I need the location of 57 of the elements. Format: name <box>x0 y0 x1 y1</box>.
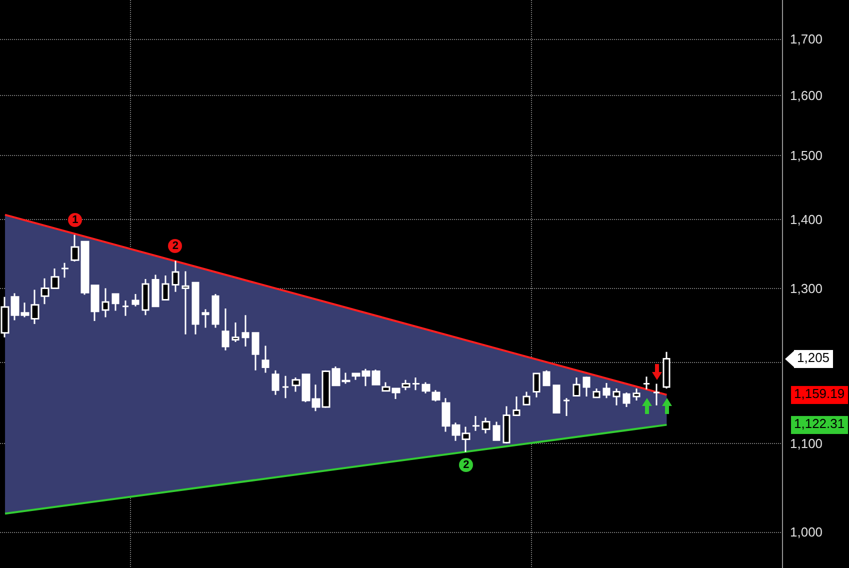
candlestick <box>522 390 530 406</box>
candlestick <box>612 388 620 406</box>
candlestick <box>592 388 600 398</box>
y-tick-label: 1,300 <box>790 280 823 296</box>
y-tick-label: 1,100 <box>790 436 823 451</box>
candlestick <box>492 421 500 442</box>
candlestick <box>272 370 280 396</box>
candlestick <box>472 415 480 432</box>
candlestick <box>622 392 630 408</box>
annotation: 2 <box>168 238 182 253</box>
text: 1,159.19 <box>791 386 848 404</box>
candlestick <box>652 383 660 406</box>
candlestick <box>512 396 520 416</box>
candlestick <box>112 293 120 312</box>
candlestick <box>552 384 560 414</box>
candlestick <box>432 389 440 402</box>
annotation: 2 <box>459 458 474 472</box>
y-tick-label: 1,500 <box>790 148 823 163</box>
text: 1,122.31 <box>791 416 848 434</box>
candlestick <box>122 300 130 317</box>
candlestick <box>582 376 590 398</box>
candlestick <box>192 282 200 336</box>
candlestick <box>132 293 140 308</box>
annotation: 1 <box>68 212 82 227</box>
y-tick-label: 1,600 <box>790 88 823 103</box>
text: 1,205 <box>794 350 833 368</box>
candlestick <box>142 278 150 316</box>
candlestick <box>102 288 110 318</box>
candlestick <box>152 274 160 308</box>
y-tick-label: 1,700 <box>790 32 823 47</box>
candlestick <box>602 382 610 399</box>
candlestick <box>172 260 180 293</box>
candlestick <box>532 372 540 398</box>
candlestick <box>60 262 70 278</box>
candlestick <box>502 405 510 444</box>
candlestick <box>402 379 410 391</box>
candlestick <box>282 375 290 399</box>
candlestick <box>262 345 270 374</box>
candlestick <box>242 314 250 348</box>
candlestick <box>572 376 580 398</box>
candlestick <box>182 270 190 336</box>
y-tick-label: 1,400 <box>790 212 823 227</box>
candlestick <box>632 388 640 402</box>
candlestick <box>412 376 420 391</box>
candlestick <box>232 322 240 343</box>
candlestick <box>222 308 230 352</box>
candlestick <box>482 416 490 434</box>
candlestick <box>252 332 260 372</box>
candlestick <box>422 381 430 394</box>
candlestick <box>642 376 650 390</box>
candlestick <box>662 351 670 390</box>
y-tick-label: 1,000 <box>790 524 823 540</box>
candlestick <box>562 397 570 417</box>
candlestick <box>162 274 170 301</box>
candlestick <box>212 293 220 328</box>
candlestick <box>542 370 550 387</box>
candlestick <box>202 308 210 328</box>
